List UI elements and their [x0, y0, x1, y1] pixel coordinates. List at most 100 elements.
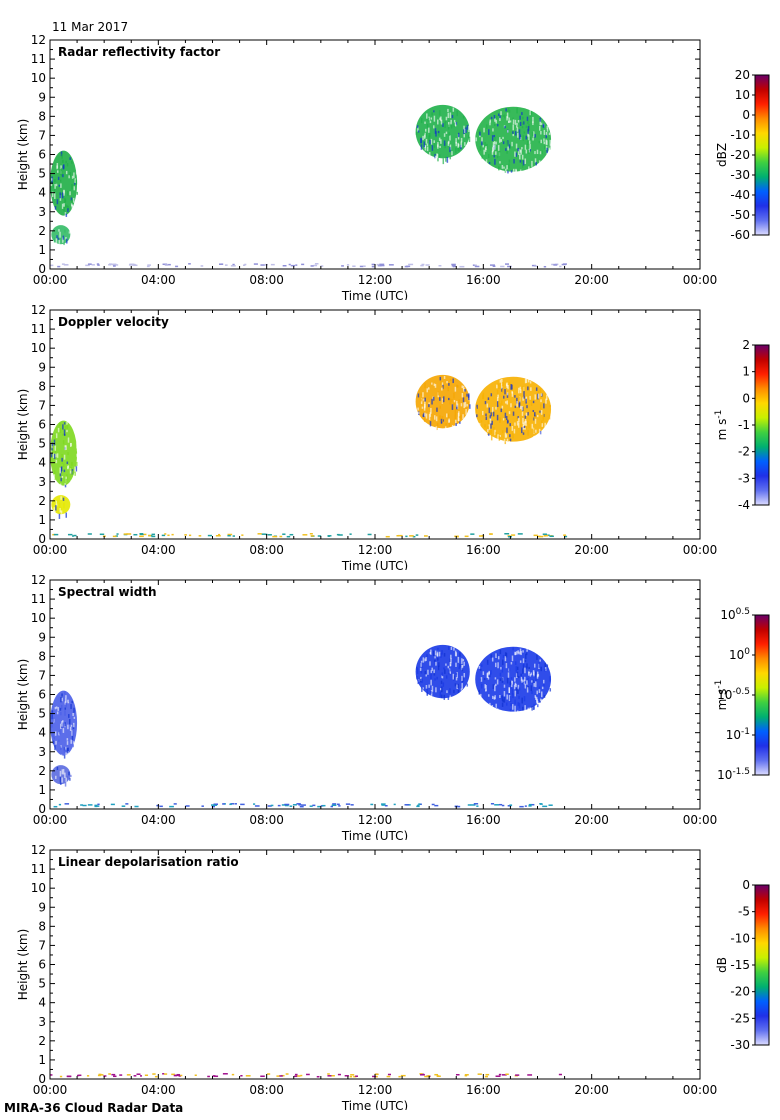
clutter-dot: [198, 535, 202, 537]
colorbar-tick-label: 0: [742, 108, 750, 122]
echo-speckle: [549, 145, 551, 150]
echo-speckle: [66, 429, 68, 433]
clutter-dot: [82, 804, 87, 807]
echo-speckle: [59, 770, 62, 777]
echo-speckle: [480, 683, 483, 689]
echo-speckle: [483, 127, 485, 133]
echo-speckle: [483, 678, 486, 681]
echo-speckle: [490, 670, 492, 675]
echo-speckle: [497, 113, 500, 116]
echo-speckle: [503, 114, 506, 119]
clutter-dot: [384, 804, 388, 807]
echo-speckle: [508, 687, 510, 694]
clutter-dot: [281, 804, 286, 806]
clutter-dot: [286, 535, 291, 538]
echo-speckle: [524, 676, 526, 682]
echo-speckle: [537, 391, 540, 394]
echo-speckle: [425, 138, 428, 144]
echo-speckle: [545, 134, 547, 139]
echo-speckle: [505, 415, 508, 421]
echo-speckle: [486, 403, 489, 408]
echo-speckle: [528, 166, 530, 171]
echo-speckle: [512, 131, 514, 134]
echo-speckle: [512, 704, 514, 710]
echo-speckle: [526, 169, 528, 175]
echo-speckle: [461, 668, 464, 672]
echo-speckle: [494, 429, 496, 436]
y-tick-label: 6: [38, 418, 46, 432]
echo-speckle: [431, 382, 433, 385]
echo-speckle: [497, 383, 499, 386]
echo-speckle: [434, 656, 436, 659]
clutter-dot: [464, 1074, 469, 1076]
echo-speckle: [447, 665, 450, 669]
echo-speckle: [51, 179, 53, 184]
clutter-dot: [417, 804, 420, 807]
echo-speckle: [453, 647, 455, 651]
echo-speckle: [425, 657, 427, 661]
clutter-dot: [180, 1074, 183, 1077]
echo-speckle: [454, 409, 457, 415]
echo-speckle: [55, 459, 58, 464]
echo-speckle: [490, 116, 493, 120]
echo-speckle: [62, 159, 64, 163]
clutter-dot: [244, 263, 247, 266]
echo-speckle: [529, 144, 531, 150]
y-tick-label: 4: [38, 726, 46, 740]
echo-speckle: [532, 131, 535, 137]
echo-speckle: [510, 703, 512, 707]
echo-speckle: [443, 396, 445, 403]
echo-speckle: [536, 654, 538, 660]
echo-speckle: [73, 707, 75, 713]
echo-speckle: [485, 416, 488, 420]
echo-speckle: [475, 137, 478, 142]
y-tick-label: 3: [38, 205, 46, 219]
clutter-dot: [296, 803, 301, 805]
echo-speckle: [453, 119, 456, 123]
echo-speckle: [546, 147, 548, 154]
echo-speckle: [436, 407, 438, 412]
echo-speckle: [464, 401, 467, 408]
echo-speckle: [71, 184, 73, 190]
echo-speckle: [523, 131, 526, 134]
echo-speckle: [456, 384, 458, 388]
clutter-dot: [302, 534, 308, 536]
echo-speckle: [440, 418, 443, 423]
clutter-dot: [559, 265, 562, 268]
echo-speckle: [526, 680, 528, 685]
echo-speckle: [543, 129, 546, 135]
echo-speckle: [424, 121, 426, 124]
echo-speckle: [60, 754, 63, 759]
echo-speckle: [527, 386, 529, 391]
echo-speckle: [68, 231, 71, 234]
echo-speckle: [465, 406, 467, 412]
echo-speckle: [425, 684, 428, 689]
clutter-dot: [345, 803, 351, 805]
echo-speckle: [448, 669, 450, 675]
echo-speckle: [526, 116, 529, 121]
echo-speckle: [516, 127, 519, 132]
clutter-dot: [188, 263, 191, 265]
echo-speckle: [518, 417, 520, 423]
echo-speckle: [488, 433, 490, 436]
echo-speckle: [544, 662, 546, 668]
clutter-dot: [400, 1074, 406, 1077]
clutter-dot: [338, 534, 343, 536]
echo-speckle: [525, 666, 527, 670]
echo-speckle: [439, 145, 441, 149]
echo-speckle: [478, 689, 481, 695]
echo-speckle: [435, 426, 438, 431]
echo-speckle: [519, 135, 521, 140]
clutter-dot: [151, 533, 156, 536]
echo-speckle: [544, 668, 546, 672]
echo-speckle: [62, 433, 64, 436]
clutter-dot: [387, 1073, 391, 1076]
echo-speckle: [504, 418, 506, 422]
echo-speckle: [54, 183, 56, 189]
echo-speckle: [67, 724, 69, 730]
echo-speckle: [492, 684, 495, 689]
clutter-dot: [434, 804, 439, 807]
clutter-dot: [164, 1073, 168, 1075]
echo-speckle: [60, 165, 62, 169]
echo-speckle: [443, 140, 446, 146]
